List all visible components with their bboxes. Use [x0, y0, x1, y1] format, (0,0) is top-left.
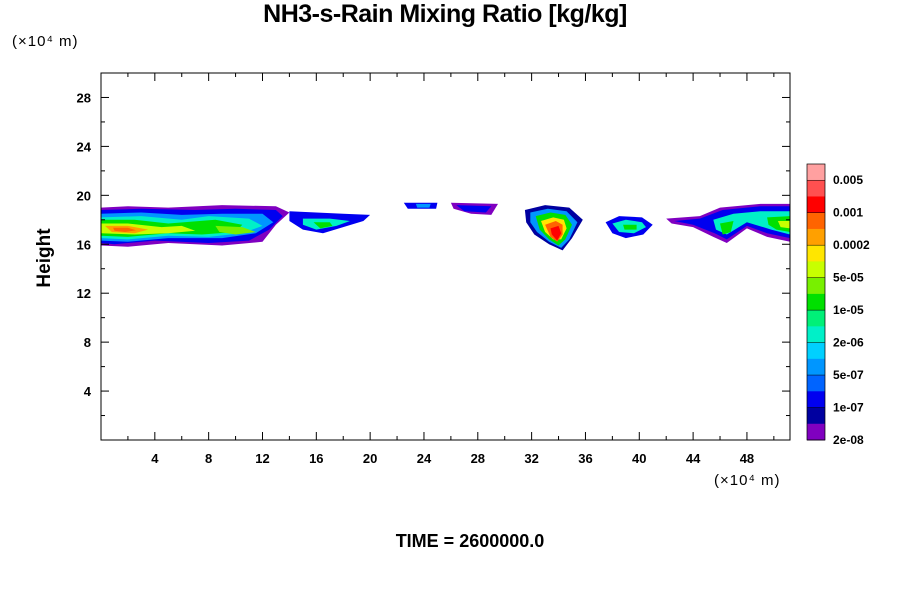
left-band-secondary-core	[215, 225, 256, 235]
x-tick-label: 4	[151, 451, 159, 466]
right-band-core-50	[767, 216, 790, 232]
x-tick-label: 28	[471, 451, 485, 466]
colorbar-swatch	[807, 293, 825, 311]
x-tick-label: 12	[255, 451, 269, 466]
x-tick-label: 16	[309, 451, 323, 466]
small-cloud-24-core	[415, 203, 431, 208]
colorbar-label: 1e-07	[833, 401, 864, 415]
colorbar-swatch	[807, 391, 825, 409]
y-tick-label: 12	[77, 286, 91, 301]
right-band-core-50b	[777, 221, 790, 229]
y-axis-unit: (×10⁴ m)	[12, 33, 79, 50]
cloud-39-1e-05	[623, 224, 637, 230]
x-axis-unit: (×10⁴ m)	[714, 472, 781, 489]
time-label: TIME = 2600000.0	[395, 531, 545, 551]
colorbar-swatch	[807, 164, 825, 181]
x-tick-label: 24	[417, 451, 432, 466]
colorbar-swatch	[807, 358, 825, 376]
colorbar-label: 0.001	[833, 206, 863, 220]
colorbar-swatch	[807, 375, 825, 392]
tail-band-1e-05	[313, 222, 333, 229]
colorbar-label: 5e-05	[833, 271, 864, 285]
y-axis-label: Height	[34, 228, 55, 288]
colorbar-swatch	[807, 261, 825, 279]
x-tick-label: 48	[740, 451, 754, 466]
colorbar: 0.005 0.001 0.0002 5e-05 1e-05 2e-06 5e-07 1e-0…	[806, 163, 870, 447]
colorbar-label: 1e-05	[833, 303, 864, 317]
chart-title: NH3-s-Rain Mixing Ratio [kg/kg]	[263, 0, 627, 28]
colorbar-swatch	[807, 228, 825, 246]
y-tick-label: 28	[77, 90, 91, 105]
x-tick-label: 40	[632, 451, 646, 466]
right-band-2e-06	[713, 211, 790, 235]
y-tick-label: 8	[84, 335, 91, 350]
x-tick-label: 8	[205, 451, 212, 466]
colorbar-label: 2e-06	[833, 336, 864, 350]
colorbar-swatch	[807, 407, 825, 425]
colorbar-swatch	[807, 326, 825, 344]
mixing-ratio-field	[101, 202, 790, 251]
colorbar-label: 0.005	[833, 173, 863, 187]
y-tick-label: 24	[77, 139, 92, 154]
colorbar-swatch	[807, 310, 825, 327]
colorbar-label: 5e-07	[833, 368, 864, 382]
colorbar-swatch	[807, 196, 825, 214]
small-cloud-28-core	[456, 205, 492, 213]
colorbar-swatch	[807, 423, 825, 441]
x-tick-label: 44	[686, 451, 701, 466]
colorbar-swatch	[807, 342, 825, 360]
colorbar-swatch	[807, 277, 825, 295]
colorbar-swatch	[807, 180, 825, 197]
y-tick-label: 4	[84, 384, 92, 399]
colorbar-label: 2e-08	[833, 433, 864, 447]
colorbar-label: 0.0002	[833, 238, 870, 252]
x-tick-label: 32	[524, 451, 538, 466]
left-band-0.001	[113, 227, 136, 232]
y-tick-label: 16	[77, 237, 91, 252]
colorbar-swatch	[807, 245, 825, 262]
colorbar-swatch	[807, 212, 825, 230]
core-0.005	[550, 225, 562, 241]
x-tick-label: 36	[578, 451, 592, 466]
plot-frame	[100, 72, 791, 441]
x-tick-label: 20	[363, 451, 377, 466]
y-tick-label: 20	[77, 188, 91, 203]
right-band-core-46	[720, 221, 734, 235]
